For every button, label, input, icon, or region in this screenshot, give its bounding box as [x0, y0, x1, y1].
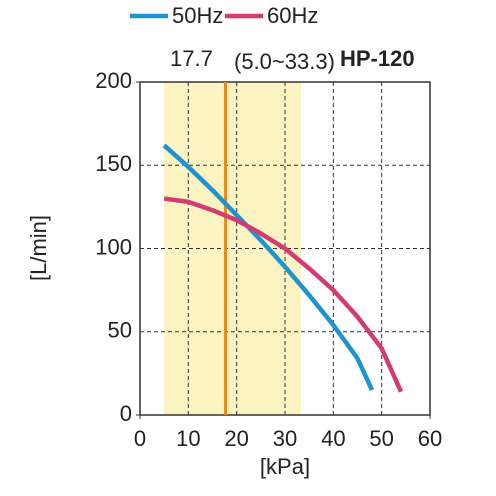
series-line: [162, 143, 375, 391]
x-tick-label: 60: [418, 426, 442, 451]
y-tick-label: 150: [95, 151, 132, 176]
x-tick-label: 10: [176, 426, 200, 451]
y-tick-label: 100: [95, 234, 132, 259]
legend-label: 50Hz: [172, 3, 223, 28]
legend-label: 60Hz: [267, 3, 318, 28]
series-line: [163, 196, 404, 393]
x-tick-label: 0: [134, 426, 146, 451]
plot-frame: [139, 81, 431, 416]
x-tick-label: 30: [273, 426, 297, 451]
band-label: (5.0~33.3): [234, 49, 335, 74]
y-tick-label: 200: [95, 68, 132, 93]
y-tick-label: 50: [108, 318, 132, 343]
marker-label: 17.7: [170, 46, 213, 71]
y-axis-label: [L/min]: [26, 215, 51, 281]
x-tick-label: 40: [321, 426, 345, 451]
x-axis-label: [kPa]: [260, 454, 310, 479]
x-tick-label: 50: [369, 426, 393, 451]
chart-title: HP-120: [340, 46, 415, 71]
y-tick-label: 0: [120, 401, 132, 426]
x-tick-label: 20: [224, 426, 248, 451]
